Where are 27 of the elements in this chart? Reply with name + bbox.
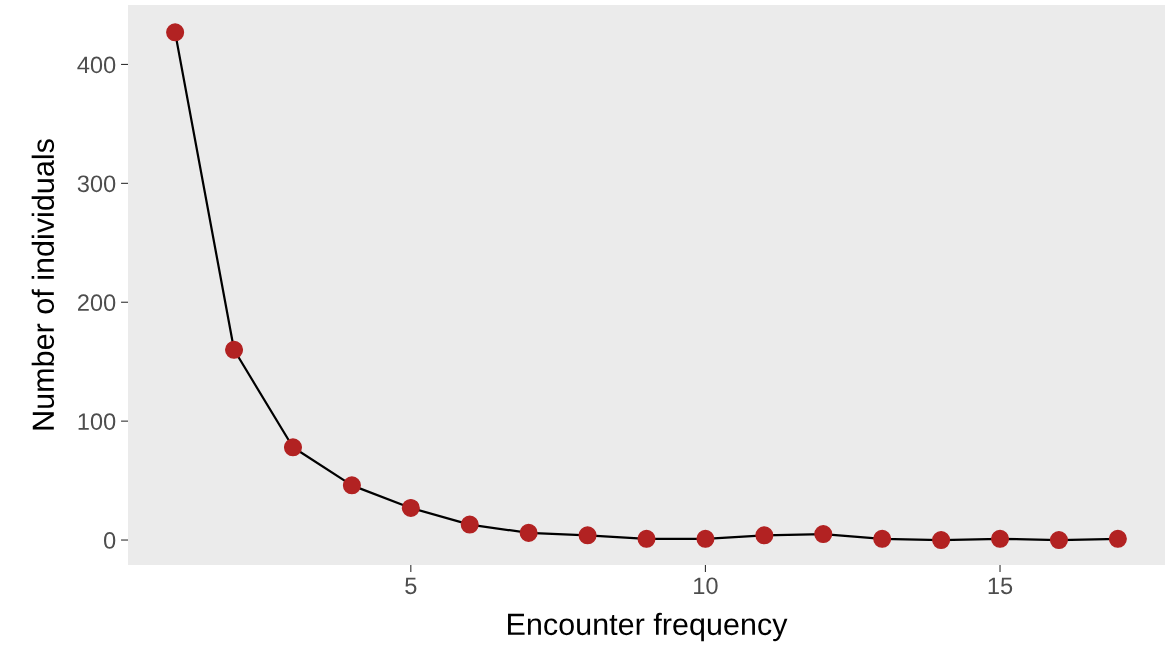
point xyxy=(990,529,1010,548)
point xyxy=(342,476,361,495)
point xyxy=(637,529,656,548)
point xyxy=(519,523,538,542)
x-tick-label: 15 xyxy=(988,577,1013,595)
point xyxy=(932,531,951,550)
y-axis-title: Number of individuals xyxy=(31,139,55,430)
point xyxy=(401,498,420,517)
point xyxy=(873,529,892,548)
y-tick-label: 300 xyxy=(77,175,116,193)
x-tick-label: 5 xyxy=(405,577,417,595)
point xyxy=(1108,529,1127,548)
y-tick-label: 100 xyxy=(78,413,116,430)
point xyxy=(814,525,833,544)
point xyxy=(578,526,597,545)
point xyxy=(166,23,185,42)
x-tick-label: 10 xyxy=(694,577,718,595)
point xyxy=(283,438,303,457)
point xyxy=(225,340,244,359)
point xyxy=(755,526,774,545)
y-tick-label: 400 xyxy=(77,56,116,74)
point xyxy=(460,515,479,534)
y-tick-label: 0 xyxy=(103,532,116,549)
y-tick-label: 200 xyxy=(77,294,116,312)
point xyxy=(1049,531,1068,550)
x-axis-title: Encounter frequency xyxy=(508,612,788,642)
point xyxy=(696,529,715,548)
